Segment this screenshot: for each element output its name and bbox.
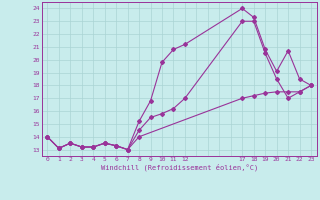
X-axis label: Windchill (Refroidissement éolien,°C): Windchill (Refroidissement éolien,°C) xyxy=(100,164,258,171)
